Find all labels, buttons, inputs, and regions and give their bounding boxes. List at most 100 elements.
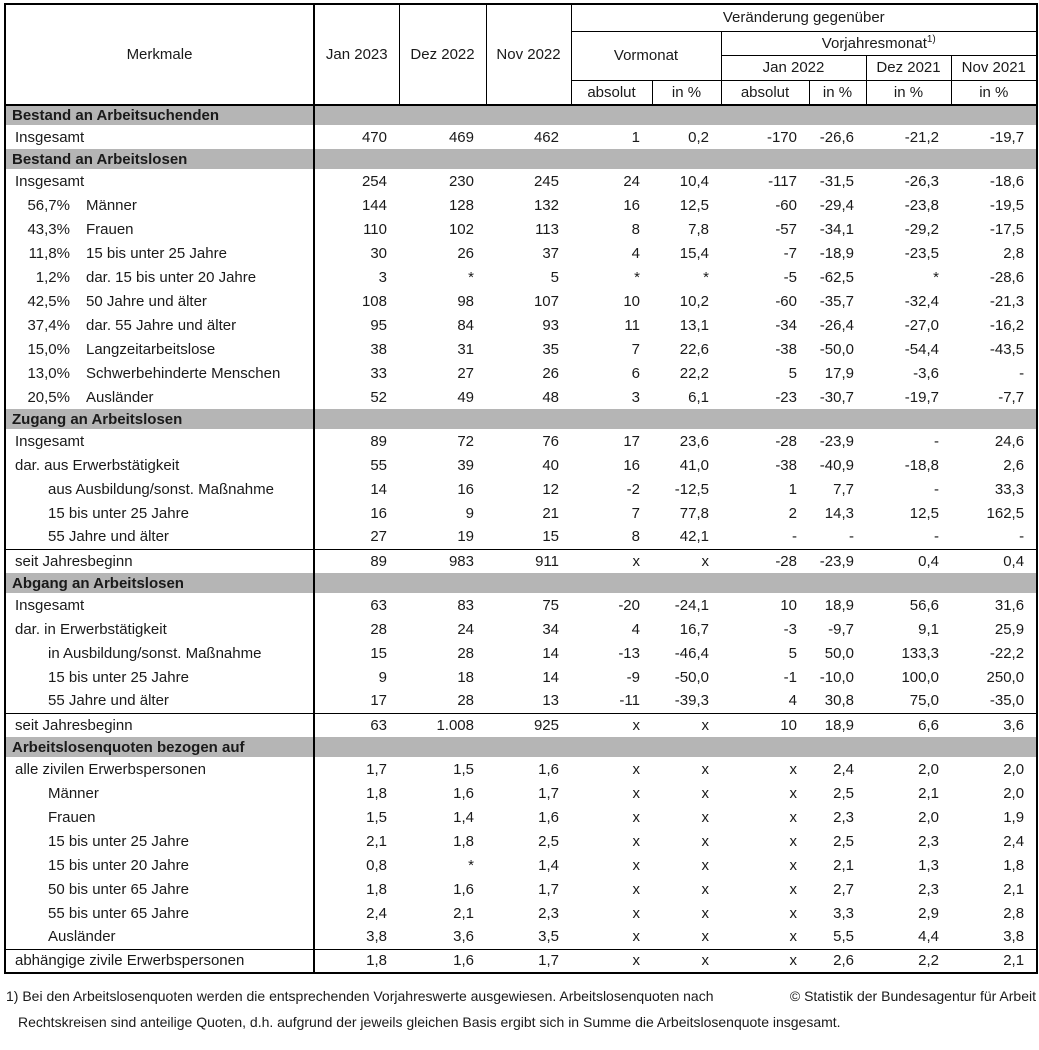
value-vormonat-absolut: x xyxy=(632,880,641,898)
value-jan-2023: 17 xyxy=(370,692,387,710)
value-vormonat-in-pct: 0,2 xyxy=(688,128,709,146)
row-label-cell: 15 bis unter 25 Jahre xyxy=(5,665,315,689)
table-row: Frauen 1,5 1,4 1,6 x x x 2,3 2,0 1,9 xyxy=(5,805,1037,829)
value-nov-2022: 1,4 xyxy=(538,856,559,874)
row-label-cell: seit Jahresbeginn xyxy=(5,712,315,737)
value-dez-2022: 28 xyxy=(457,644,474,662)
value-nov-2021-in-pct: - xyxy=(1019,364,1025,382)
value-jan-2022-absolut: -34 xyxy=(775,316,797,334)
value-vormonat-in-pct: -12,5 xyxy=(674,480,709,498)
value-jan-2023: 108 xyxy=(361,292,387,310)
value-nov-2021-in-pct: 3,6 xyxy=(951,712,1038,737)
value-dez-2022: 230 xyxy=(448,172,474,190)
value-nov-2021-in-pct: 1,8 xyxy=(1003,856,1025,874)
table-row: 11,8% 15 bis unter 25 Jahre 30 26 37 4 15,4 -7… xyxy=(5,241,1037,265)
value-vormonat-in-pct: 23,6 xyxy=(679,432,709,450)
value-nov-2022: 1,7 xyxy=(538,880,559,898)
value-nov-2021-in-pct: -21,3 xyxy=(989,292,1025,310)
value-jan-2023: 63 xyxy=(314,712,399,737)
value-jan-2023: 1,8 xyxy=(366,784,387,802)
value-nov-2022: 48 xyxy=(542,388,559,406)
value-jan-2022-in-pct: 7,7 xyxy=(833,480,854,498)
table-row: Männer 1,8 1,6 1,7 x x x 2,5 2,1 2,0 xyxy=(5,781,1037,805)
value-nov-2021-in-pct: -19,5 xyxy=(989,196,1025,214)
section-title: Bestand an Arbeitsuchenden xyxy=(5,105,315,125)
value-dez-2022: 1,8 xyxy=(453,832,474,850)
value-jan-2022-absolut: x xyxy=(789,904,798,922)
row-label: 15 bis unter 20 Jahre xyxy=(48,856,189,874)
row-label: dar. 15 bis unter 20 Jahre xyxy=(86,268,257,286)
table-row: dar. aus Erwerbstätigkeit 55 39 40 16 41,0 -3… xyxy=(5,453,1037,477)
table-row: Insgesamt 89 72 76 17 23,6 -28 -23,9 - 24,6 xyxy=(5,429,1037,453)
value-jan-2022-absolut: 2 xyxy=(788,504,797,522)
value-jan-2022-absolut: 10 xyxy=(780,596,797,614)
table-row: 13,0% Schwerbehinderte Menschen 33 27 26 6 22… xyxy=(5,361,1037,385)
value-nov-2021-in-pct: 2,6 xyxy=(1003,456,1025,474)
value-nov-2021-in-pct: 0,4 xyxy=(951,548,1038,573)
value-jan-2022-absolut: x xyxy=(789,880,798,898)
value-jan-2023: 1,7 xyxy=(366,760,387,778)
value-jan-2022-in-pct: -30,7 xyxy=(819,388,854,406)
value-dez-2022: 27 xyxy=(457,364,474,382)
row-label: 15 bis unter 25 Jahre xyxy=(48,832,189,850)
section-header-fill xyxy=(314,149,1038,169)
value-nov-2021-in-pct: -28,6 xyxy=(989,268,1025,286)
value-jan-2022-in-pct: 30,8 xyxy=(824,692,854,710)
value-vormonat-in-pct: x xyxy=(701,928,710,946)
row-label-cell: 43,3% Frauen xyxy=(5,217,315,241)
value-dez-2021-in-pct: 4,4 xyxy=(918,928,939,946)
row-label: Männer xyxy=(48,784,99,802)
table-row: Insgesamt 254 230 245 24 10,4 -117 -31,5 -26,3 -… xyxy=(5,169,1037,193)
row-label-cell: 15 bis unter 25 Jahre xyxy=(5,501,315,525)
table-row: 55 bis unter 65 Jahre 2,4 2,1 2,3 x x x 3,3 2,9… xyxy=(5,901,1037,925)
row-label-cell: Männer xyxy=(5,781,315,805)
value-nov-2022: 1,7 xyxy=(486,948,571,973)
value-dez-2022: * xyxy=(468,856,474,874)
value-nov-2022: 21 xyxy=(542,504,559,522)
value-jan-2023: 33 xyxy=(370,364,387,382)
value-vormonat-absolut: -13 xyxy=(618,644,640,662)
value-nov-2021-in-pct: 250,0 xyxy=(986,668,1025,686)
value-dez-2022: 128 xyxy=(448,196,474,214)
table-row: aus Ausbildung/sonst. Maßnahme 14 16 12 -2 -… xyxy=(5,477,1037,501)
value-dez-2022: 28 xyxy=(457,692,474,710)
value-jan-2022-absolut: 5 xyxy=(788,644,797,662)
value-jan-2022-absolut: -38 xyxy=(775,340,797,358)
value-jan-2022-in-pct: 3,3 xyxy=(833,904,854,922)
value-dez-2021-in-pct: 133,3 xyxy=(901,644,939,662)
value-vormonat-absolut: -11 xyxy=(619,692,640,710)
row-label-cell: 55 Jahre und älter xyxy=(5,525,315,549)
value-jan-2022-in-pct: -34,1 xyxy=(819,220,854,238)
row-label-cell: 37,4% dar. 55 Jahre und älter xyxy=(5,313,315,337)
row-label-cell: dar. aus Erwerbstätigkeit xyxy=(5,453,315,477)
value-dez-2021-in-pct: - xyxy=(934,528,939,546)
value-vormonat-absolut: 7 xyxy=(631,340,640,358)
value-jan-2022-absolut: -60 xyxy=(775,196,797,214)
value-nov-2021-in-pct: 2,0 xyxy=(1003,760,1025,778)
row-label: 15 bis unter 25 Jahre xyxy=(48,668,189,686)
value-jan-2022-absolut: -117 xyxy=(768,172,797,190)
table-row: abhängige zivile Erwerbspersonen 1,8 1,6 1… xyxy=(5,948,1038,973)
value-nov-2022: 37 xyxy=(542,244,559,262)
row-share-percent: 37,4% xyxy=(27,316,70,334)
value-jan-2022-absolut: -57 xyxy=(775,220,797,238)
row-label-cell: 50 bis unter 65 Jahre xyxy=(5,877,315,901)
value-jan-2022-absolut: -28 xyxy=(775,432,797,450)
value-dez-2022: 31 xyxy=(457,340,474,358)
value-vormonat-in-pct: 7,8 xyxy=(688,220,709,238)
value-vormonat-absolut: 16 xyxy=(623,196,640,214)
row-label: dar. in Erwerbstätigkeit xyxy=(15,620,167,638)
row-label: Ausländer xyxy=(48,928,116,946)
value-nov-2021-in-pct: 162,5 xyxy=(986,504,1025,522)
row-label: seit Jahresbeginn xyxy=(15,552,133,570)
value-nov-2022: 14 xyxy=(542,644,559,662)
value-jan-2022-absolut: x xyxy=(789,856,798,874)
value-nov-2022: 14 xyxy=(542,668,559,686)
row-label-cell: alle zivilen Erwerbspersonen xyxy=(5,757,315,781)
value-nov-2022: 5 xyxy=(550,268,559,286)
value-vormonat-absolut: 17 xyxy=(623,432,640,450)
value-nov-2022: 35 xyxy=(542,340,559,358)
value-dez-2022: 18 xyxy=(457,668,474,686)
value-dez-2021-in-pct: 2,1 xyxy=(918,784,939,802)
value-dez-2021-in-pct: 56,6 xyxy=(909,596,939,614)
